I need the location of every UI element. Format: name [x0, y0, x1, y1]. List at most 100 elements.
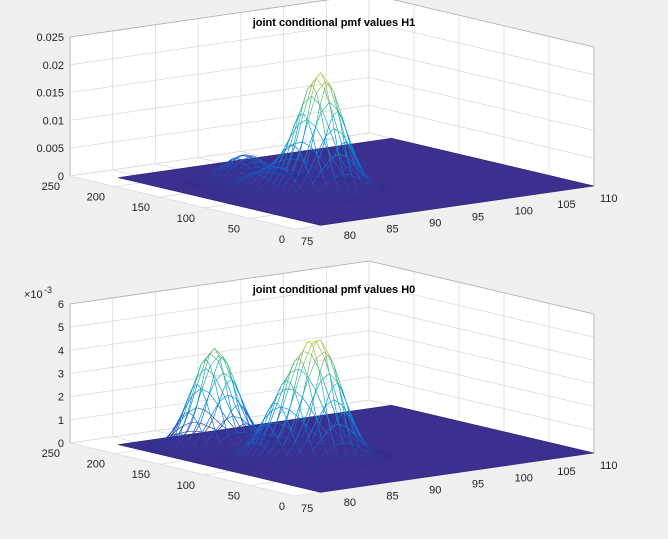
mesh-line: [385, 453, 390, 457]
mesh-line: [287, 199, 296, 204]
grid-line-z: [69, 353, 595, 408]
mesh-line: [231, 158, 237, 160]
mesh-line: [317, 201, 327, 205]
mesh-line: [236, 158, 242, 161]
mesh-line: [256, 196, 261, 200]
mesh-line: [350, 419, 356, 436]
mesh-line: [239, 404, 249, 424]
mesh-line: [295, 441, 301, 452]
mesh-line: [343, 194, 353, 198]
mesh-line: [249, 156, 259, 159]
mesh-line: [157, 440, 162, 443]
mesh-line: [345, 141, 356, 166]
mesh-line: [333, 363, 339, 383]
mesh-line: [278, 462, 284, 468]
mesh-line: [222, 356, 228, 364]
mesh-line: [312, 183, 318, 193]
mesh-line: [228, 448, 238, 454]
mesh-line: [226, 163, 232, 168]
mesh-line: [239, 465, 248, 470]
mesh-line: [333, 91, 339, 111]
mesh-line: [225, 197, 231, 200]
grid-line-z: [69, 21, 595, 76]
mesh-line: [260, 453, 270, 463]
mesh-line: [351, 174, 357, 188]
mesh-line: [196, 359, 207, 385]
mesh-line: [333, 128, 343, 135]
mesh-line: [326, 201, 332, 205]
mesh-line: [225, 456, 234, 462]
mesh-line: [214, 430, 221, 443]
mesh-line: [255, 176, 265, 186]
mesh-line: [228, 183, 234, 185]
mesh-line: [220, 456, 230, 462]
mesh-line: [358, 167, 364, 173]
mesh-line: [332, 382, 338, 387]
mesh-line: [327, 159, 333, 168]
mesh-line: [314, 157, 320, 169]
mesh-line: [306, 147, 312, 163]
mesh-line: [231, 379, 237, 400]
mesh-line: [303, 343, 313, 365]
mesh-line: [238, 454, 248, 463]
mesh-line: [214, 381, 220, 402]
mesh-line: [329, 373, 339, 383]
mesh-line: [367, 446, 373, 450]
mesh-line: [347, 199, 357, 202]
mesh-line: [376, 183, 381, 186]
mesh-line: [256, 433, 262, 437]
mesh-line: [306, 354, 312, 376]
mesh-line: [376, 184, 382, 189]
mesh-line: [269, 462, 279, 469]
mesh-line: [165, 437, 171, 441]
mesh-line: [204, 392, 210, 411]
mesh-line: [308, 198, 314, 203]
mesh-line: [208, 433, 214, 436]
mesh-line: [274, 201, 283, 205]
mesh-line: [239, 425, 249, 435]
mesh-line: [302, 397, 312, 411]
mesh-line: [302, 141, 312, 148]
mesh-line: [315, 126, 325, 143]
mesh-line: [255, 447, 266, 460]
z-tick-label: 6: [58, 299, 64, 311]
mesh-line: [236, 431, 246, 434]
mesh-line: [229, 455, 239, 462]
mesh-line: [256, 465, 266, 470]
mesh-line: [195, 422, 201, 432]
mesh-line: [288, 446, 294, 448]
mesh-line: [213, 361, 219, 375]
mesh-line: [240, 160, 246, 165]
mesh-line: [229, 193, 235, 196]
mesh-line: [252, 433, 258, 435]
mesh-line: [338, 423, 348, 428]
mesh-line: [327, 427, 333, 436]
mesh-line: [273, 196, 279, 200]
mesh-line: [368, 194, 374, 198]
x-tick-label: 105: [557, 199, 575, 211]
chart-h1: joint conditional pmf values H1 0 0.005 0.0…: [36, 0, 618, 248]
mesh-line: [315, 390, 325, 410]
mesh-line: [346, 131, 356, 155]
mesh-line: [312, 380, 322, 400]
mesh-line: [373, 457, 382, 460]
z-tick-label: 1: [58, 415, 64, 427]
mesh-line: [228, 179, 238, 185]
mesh-line: [196, 176, 202, 179]
mesh-line: [283, 172, 289, 176]
mesh-line: [284, 440, 290, 446]
mesh-line: [315, 105, 321, 127]
mesh-line: [172, 455, 177, 458]
mesh-line: [334, 466, 340, 470]
mesh-line: [354, 154, 361, 166]
mesh-line: [354, 164, 360, 168]
mesh-line: [319, 371, 329, 397]
mesh-line: [341, 412, 347, 415]
grid-line-z: [69, 49, 595, 103]
z-tick-label: 3: [58, 369, 64, 381]
mesh-line: [245, 444, 251, 447]
mesh-line: [332, 110, 338, 116]
mesh-line: [304, 459, 310, 466]
mesh-line: [237, 178, 242, 180]
y-tick-label: 50: [228, 490, 240, 502]
